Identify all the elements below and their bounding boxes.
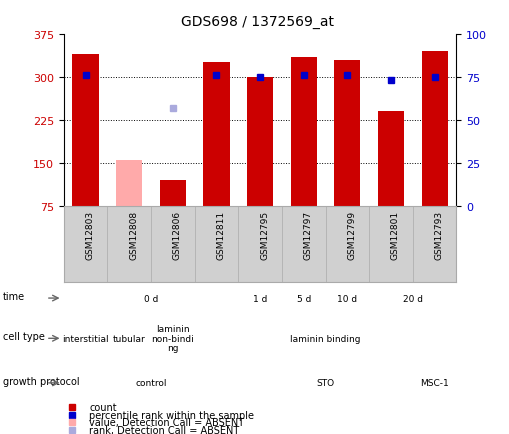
Text: time: time xyxy=(3,292,25,302)
Text: GSM12799: GSM12799 xyxy=(347,210,356,259)
Text: 20 d: 20 d xyxy=(402,294,422,303)
Text: STO: STO xyxy=(316,378,334,388)
Text: GSM12808: GSM12808 xyxy=(129,210,138,259)
Text: GSM12803: GSM12803 xyxy=(86,210,94,259)
Text: GSM12806: GSM12806 xyxy=(173,210,182,259)
Text: GSM12811: GSM12811 xyxy=(216,210,225,259)
Text: 1 d: 1 d xyxy=(252,294,267,303)
Text: count: count xyxy=(89,402,117,412)
Text: control: control xyxy=(135,378,166,388)
Text: interstitial: interstitial xyxy=(62,334,108,343)
Text: GSM12793: GSM12793 xyxy=(434,210,443,259)
Bar xyxy=(421,52,447,206)
Bar xyxy=(159,181,186,206)
Text: tubular: tubular xyxy=(112,334,145,343)
Text: GSM12795: GSM12795 xyxy=(260,210,269,259)
Text: cell type: cell type xyxy=(3,331,45,341)
Bar xyxy=(203,63,229,206)
Text: GDS698 / 1372569_at: GDS698 / 1372569_at xyxy=(181,15,333,29)
Bar xyxy=(333,60,360,206)
Text: growth protocol: growth protocol xyxy=(3,376,79,386)
Text: percentile rank within the sample: percentile rank within the sample xyxy=(89,410,254,420)
Bar xyxy=(72,55,98,206)
Text: GSM12801: GSM12801 xyxy=(390,210,399,259)
Text: 0 d: 0 d xyxy=(144,294,158,303)
Text: 5 d: 5 d xyxy=(296,294,310,303)
Bar xyxy=(377,112,403,206)
Text: rank, Detection Call = ABSENT: rank, Detection Call = ABSENT xyxy=(89,425,239,434)
Text: value, Detection Call = ABSENT: value, Detection Call = ABSENT xyxy=(89,418,244,427)
Text: 10 d: 10 d xyxy=(336,294,357,303)
Bar xyxy=(290,58,316,206)
Bar xyxy=(246,78,273,206)
Text: laminin binding: laminin binding xyxy=(290,334,360,343)
Text: GSM12797: GSM12797 xyxy=(303,210,312,259)
Text: MSC-1: MSC-1 xyxy=(419,378,448,388)
Text: laminin
non-bindi
ng: laminin non-bindi ng xyxy=(151,324,194,353)
Bar xyxy=(116,161,142,206)
